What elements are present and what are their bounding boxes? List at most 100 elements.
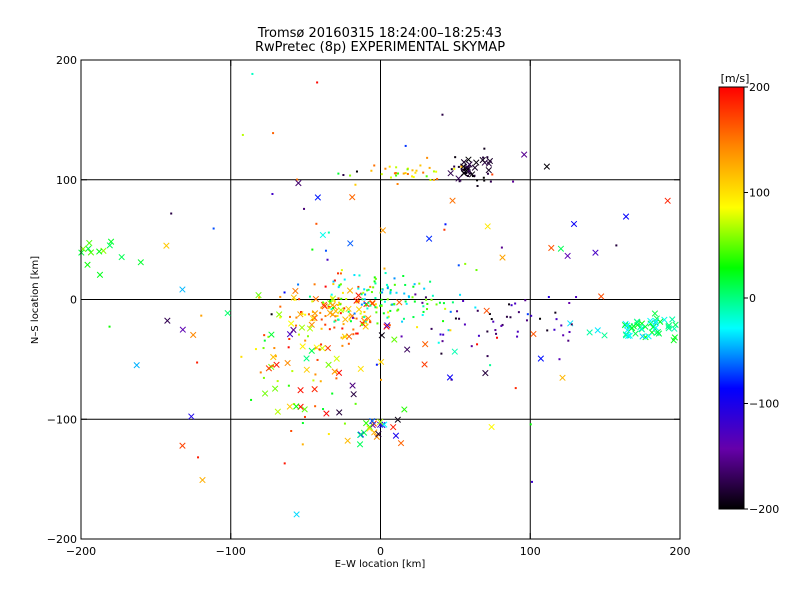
data-point-dot <box>254 348 257 351</box>
data-point-cross <box>639 333 646 340</box>
data-point-cross <box>484 223 491 230</box>
data-point-dot <box>263 339 266 342</box>
data-point-dot <box>380 378 383 381</box>
data-point-dot <box>357 287 360 290</box>
data-point-cross <box>356 441 364 448</box>
y-tick-label: 0 <box>70 294 77 307</box>
data-point-cross <box>286 331 294 338</box>
data-point-dot <box>326 258 329 261</box>
data-point-dot <box>406 173 409 176</box>
data-point-cross <box>355 292 362 299</box>
data-point-dot <box>332 307 335 310</box>
data-point-cross <box>369 417 376 425</box>
data-point-cross <box>365 315 372 322</box>
data-point-dot <box>308 295 311 298</box>
data-point-cross <box>96 248 103 255</box>
data-point-dot <box>459 293 462 296</box>
data-point-dot <box>267 335 270 338</box>
data-point-dot <box>372 286 375 289</box>
data-point-cross <box>485 160 493 167</box>
data-point-dot <box>383 300 386 303</box>
data-point-cross <box>530 330 537 338</box>
chart-subtitle: RwPretec (8p) EXPERIMENTAL SKYMAP <box>255 40 505 55</box>
data-point-dot <box>287 346 290 349</box>
data-point-dot <box>389 176 392 179</box>
data-point-dot <box>373 164 376 167</box>
data-point-dot <box>363 288 366 291</box>
data-point-cross <box>179 442 186 449</box>
data-point-cross <box>107 238 115 245</box>
data-point-cross <box>293 511 300 518</box>
data-point-dot <box>272 132 275 135</box>
data-point-cross <box>357 365 364 373</box>
data-point-cross <box>359 320 366 327</box>
data-point-dot <box>331 392 334 395</box>
data-point-cross <box>106 242 113 249</box>
data-point-dot <box>432 178 435 181</box>
data-point-dot <box>514 302 517 305</box>
data-point-dot <box>297 283 300 286</box>
data-point-cross <box>271 385 279 392</box>
data-point-cross <box>137 259 144 266</box>
data-point-cross <box>349 194 356 201</box>
data-point-dot <box>339 312 342 315</box>
data-point-dot <box>403 292 406 295</box>
data-point-dot <box>370 169 373 172</box>
x-axis-label: E–W location [km] <box>335 559 426 570</box>
data-point-dot <box>271 192 274 195</box>
data-point-dot <box>345 298 348 301</box>
data-point-dot <box>330 308 333 311</box>
data-point-dot <box>316 358 319 361</box>
data-point-cross <box>652 318 660 325</box>
data-point-dot <box>505 315 508 318</box>
data-point-cross <box>164 317 171 324</box>
data-point-dot <box>526 313 529 316</box>
data-point-dot <box>324 315 327 318</box>
data-point-dot <box>383 267 386 270</box>
data-point-dot <box>458 317 461 320</box>
data-point-dot <box>431 294 434 297</box>
data-point-dot <box>349 320 352 323</box>
y-tick-label: −100 <box>47 413 77 426</box>
data-point-cross <box>665 323 672 330</box>
data-point-dot <box>340 269 343 272</box>
data-point-dot <box>486 172 489 175</box>
data-point-dot <box>336 314 339 317</box>
data-point-dot <box>328 328 331 331</box>
data-point-dot <box>411 169 414 172</box>
data-point-dot <box>353 274 356 277</box>
data-point-cross <box>87 249 95 256</box>
data-point-dot <box>301 422 304 425</box>
data-point-dot <box>425 298 428 301</box>
data-point-dot <box>324 323 327 326</box>
data-point-dot <box>312 379 315 382</box>
data-point-dot <box>250 398 253 401</box>
data-point-dot <box>491 173 494 176</box>
data-point-dot <box>354 183 357 186</box>
data-point-dot <box>428 166 431 169</box>
data-point-dot <box>274 355 277 358</box>
data-point-dot <box>483 179 486 182</box>
data-point-cross <box>314 194 322 201</box>
data-point-dot <box>367 288 370 291</box>
data-point-dot <box>315 222 318 225</box>
data-point-cross <box>624 332 632 339</box>
data-point-dot <box>343 278 346 281</box>
data-point-dot <box>381 288 384 291</box>
data-point-dot <box>389 288 392 291</box>
data-point-dot <box>363 310 366 313</box>
data-point-dot <box>355 170 358 173</box>
data-point-dot <box>517 311 520 314</box>
data-point-dot <box>330 296 333 299</box>
data-point-dot <box>575 296 578 299</box>
data-point-dot <box>373 276 376 279</box>
data-point-dot <box>108 325 111 328</box>
data-point-dot <box>426 302 429 305</box>
x-tick-label: 100 <box>520 545 541 558</box>
data-point-cross <box>360 429 368 436</box>
colorbar-tick-label: −200 <box>749 503 779 516</box>
colorbar-ticks: 200 100 0 −100 −200 <box>744 81 779 516</box>
data-point-dot <box>374 297 377 300</box>
data-point-dot <box>342 323 345 326</box>
data-point-dot <box>530 314 533 317</box>
